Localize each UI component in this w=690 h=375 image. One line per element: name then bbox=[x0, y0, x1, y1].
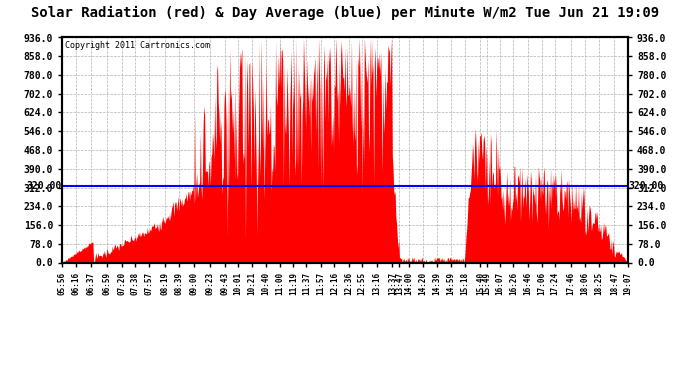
Text: 320.00: 320.00 bbox=[629, 181, 664, 190]
Text: 320.00: 320.00 bbox=[26, 181, 61, 190]
Text: Copyright 2011 Cartronics.com: Copyright 2011 Cartronics.com bbox=[65, 41, 210, 50]
Text: Solar Radiation (red) & Day Average (blue) per Minute W/m2 Tue Jun 21 19:09: Solar Radiation (red) & Day Average (blu… bbox=[31, 6, 659, 20]
